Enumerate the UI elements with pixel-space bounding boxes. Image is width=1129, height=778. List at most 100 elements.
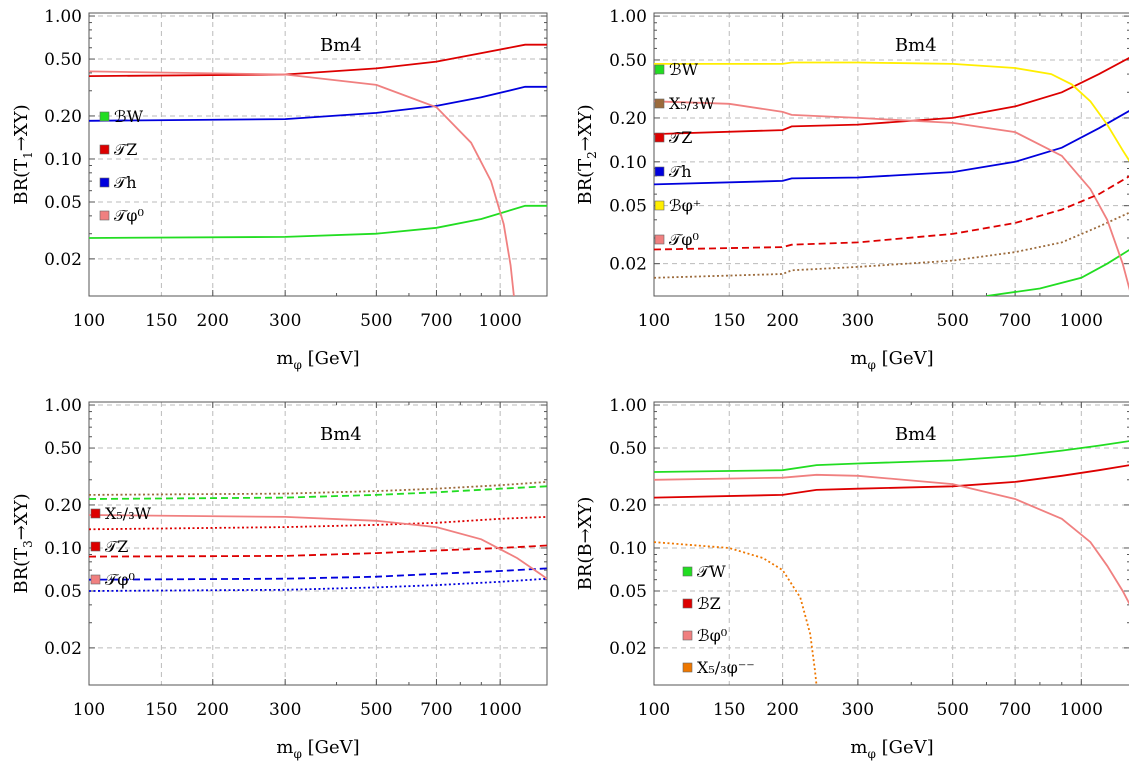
series-line: [654, 61, 1129, 162]
x-tick-label: 150: [145, 311, 177, 331]
x-tick-label: 500: [360, 311, 392, 331]
y-tick-label: 0.20: [44, 107, 82, 127]
series-line: [89, 544, 547, 558]
x-tick-label: 500: [936, 700, 968, 720]
chart-svg: 100 150 200 300 500 700 1000 0.02 0.05 0.10 0.20 0.…: [575, 396, 1129, 761]
legend-label: X₅/₃φ⁻⁻: [697, 658, 755, 677]
x-tick-label: 200: [197, 311, 229, 331]
series-line: [89, 204, 547, 239]
x-tick-label: 150: [145, 700, 177, 720]
legend-label: 𝒯Z: [105, 537, 128, 556]
y-tick-label: 0.50: [609, 51, 647, 71]
legend-label: ℬW: [669, 60, 699, 79]
chart-title: Bm4: [895, 35, 937, 56]
series-line: [654, 440, 1129, 473]
y-tick-label: 0.02: [609, 255, 647, 275]
plot-area: [654, 57, 1129, 296]
plot-frame: [88, 401, 548, 686]
legend-swatch: [682, 566, 693, 577]
legend: X₅/₃W 𝒯Z 𝒯φ⁰: [90, 504, 152, 589]
y-tick-label: 0.20: [609, 109, 647, 129]
x-axis-label: mφ [GeV]: [276, 737, 359, 761]
y-tick-label: 0.20: [44, 496, 82, 516]
legend-label: 𝒯h: [114, 173, 137, 192]
series-line: [89, 516, 547, 531]
series-line: [89, 85, 547, 122]
chart-title: Bm4: [320, 424, 362, 445]
plot-area: [654, 440, 1129, 685]
legend-swatch: [99, 111, 110, 122]
series-line: [89, 481, 547, 496]
chart-title: Bm4: [320, 35, 362, 56]
series-line: [89, 485, 547, 500]
y-tick-label: 0.02: [44, 250, 82, 270]
plot-frame: [88, 12, 548, 297]
chart-title: Bm4: [895, 424, 937, 445]
y-tick-label: 0.10: [44, 150, 82, 170]
chart-panel-t1: 100 150 200 300 500 700 1000 0.02 0.05 0.10 0.20 0.…: [0, 0, 564, 389]
y-tick-label: 0.50: [44, 50, 82, 70]
legend-swatch: [682, 598, 693, 609]
x-tick-label: 300: [842, 311, 874, 331]
x-axis-label: mφ [GeV]: [850, 348, 933, 372]
series-line: [89, 70, 515, 296]
y-axis-label: BR(T2→XY): [575, 104, 599, 204]
legend-swatch: [654, 64, 665, 75]
y-tick-label: 0.50: [44, 439, 82, 459]
x-tick-label: 200: [197, 700, 229, 720]
axis-ticks: [88, 13, 547, 296]
legend-swatch: [99, 177, 110, 188]
x-tick-label: 100: [73, 311, 105, 331]
axis-ticks: [88, 402, 547, 685]
legend-swatch: [90, 508, 101, 519]
legend-swatch: [682, 630, 693, 641]
x-tick-label: 150: [713, 311, 745, 331]
series-line: [654, 211, 1129, 279]
legend-swatch: [654, 132, 665, 143]
series-line: [654, 100, 1129, 291]
y-tick-label: 1.00: [44, 396, 82, 416]
legend-swatch: [654, 200, 665, 211]
legend-label: 𝒯φ⁰: [669, 230, 699, 249]
x-tick-label: 300: [269, 311, 301, 331]
x-tick-label: 200: [766, 700, 798, 720]
x-tick-label: 500: [936, 311, 968, 331]
y-tick-label: 0.02: [44, 639, 82, 659]
series-line: [654, 110, 1129, 186]
x-tick-label: 500: [360, 700, 392, 720]
y-tick-label: 0.10: [609, 539, 647, 559]
plot-area: [89, 43, 547, 296]
x-tick-label: 1000: [1060, 700, 1103, 720]
series-line: [654, 541, 818, 685]
y-tick-label: 0.50: [609, 439, 647, 459]
chart-svg: 100 150 200 300 500 700 1000 0.02 0.05 0.10 0.20 0.…: [11, 7, 548, 372]
x-tick-label: 300: [269, 700, 301, 720]
series-line: [89, 43, 547, 77]
x-tick-label: 700: [420, 700, 452, 720]
legend-label: 𝒯h: [669, 162, 692, 181]
legend-label: X₅/₃W: [669, 94, 716, 113]
x-tick-label: 1000: [479, 700, 522, 720]
x-tick-label: 1000: [1060, 311, 1103, 331]
series-line: [654, 57, 1129, 135]
series-line: [654, 473, 1129, 605]
x-tick-label: 100: [638, 700, 670, 720]
y-tick-label: 0.05: [44, 582, 82, 602]
x-tick-label: 100: [638, 311, 670, 331]
plot-frame: [653, 12, 1129, 297]
x-tick-label: 100: [73, 700, 105, 720]
legend-swatch: [654, 234, 665, 245]
series-line: [654, 175, 1129, 251]
y-tick-label: 0.10: [609, 153, 647, 173]
y-tick-label: 1.00: [44, 7, 82, 27]
legend-swatch: [90, 574, 101, 585]
grid: [88, 13, 547, 296]
x-tick-label: 200: [766, 311, 798, 331]
y-tick-label: 1.00: [609, 7, 647, 27]
x-tick-label: 1000: [479, 311, 522, 331]
chart-panel-t3: 100 150 200 300 500 700 1000 0.02 0.05 0.10 0.20 0.…: [0, 389, 564, 778]
series-line: [89, 514, 547, 580]
legend-label: 𝒯Z: [114, 140, 137, 159]
legend-label: 𝒯φ⁰: [105, 570, 135, 589]
x-tick-label: 150: [713, 700, 745, 720]
